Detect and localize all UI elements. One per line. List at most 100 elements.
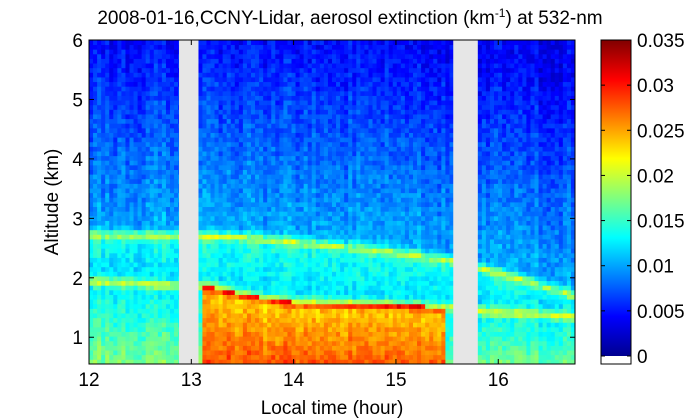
heatmap-cell xyxy=(344,257,349,263)
heatmap-cell xyxy=(89,257,94,263)
heatmap-cell xyxy=(117,63,122,69)
heatmap-cell xyxy=(271,266,276,272)
heatmap-cell xyxy=(121,313,126,319)
heatmap-cell xyxy=(283,114,288,120)
heatmap-cell xyxy=(368,243,373,249)
heatmap-cell xyxy=(251,220,256,226)
heatmap-cell xyxy=(299,132,305,138)
heatmap-cell xyxy=(157,215,163,221)
heatmap-cell xyxy=(234,299,240,305)
heatmap-cell xyxy=(307,123,313,129)
heatmap-cell xyxy=(368,183,373,189)
heatmap-cell xyxy=(137,243,143,249)
heatmap-cell xyxy=(352,350,357,356)
heatmap-cell xyxy=(157,100,163,106)
heatmap-cell xyxy=(267,262,272,268)
heatmap-cell xyxy=(222,220,228,226)
heatmap-cell xyxy=(303,257,309,263)
heatmap-cell xyxy=(125,183,130,189)
heatmap-cell xyxy=(242,257,248,263)
heatmap-cell xyxy=(226,114,232,120)
heatmap-cell xyxy=(165,155,171,161)
heatmap-cell xyxy=(226,215,232,221)
heatmap-cells xyxy=(89,40,575,364)
heatmap-cell xyxy=(206,67,211,73)
heatmap-cell xyxy=(105,313,110,319)
heatmap-cell xyxy=(360,229,365,235)
heatmap-cell xyxy=(299,289,305,295)
heatmap-cell xyxy=(259,86,264,92)
heatmap-cell xyxy=(210,53,215,59)
heatmap-cell xyxy=(315,211,321,217)
heatmap-cell xyxy=(255,229,260,235)
heatmap-cell xyxy=(327,257,333,263)
heatmap-cell xyxy=(242,90,248,96)
heatmap-cell xyxy=(109,234,114,240)
heatmap-cell xyxy=(263,354,268,360)
heatmap-cell xyxy=(246,345,252,351)
heatmap-cell xyxy=(153,350,159,356)
heatmap-cell xyxy=(348,266,353,272)
heatmap-cell xyxy=(170,67,175,73)
heatmap-cell xyxy=(319,127,325,133)
heatmap-cell xyxy=(259,243,264,249)
heatmap-cell xyxy=(275,211,280,217)
heatmap-cell xyxy=(315,151,321,157)
heatmap-cell xyxy=(157,192,163,198)
heatmap-cell xyxy=(234,197,240,203)
heatmap-cell xyxy=(275,294,280,300)
heatmap-cell xyxy=(299,336,305,342)
heatmap-cell xyxy=(109,197,114,203)
heatmap-cell xyxy=(101,90,106,96)
heatmap-cell xyxy=(210,151,215,157)
heatmap-cell xyxy=(101,354,106,360)
heatmap-cell xyxy=(287,77,292,83)
heatmap-cell xyxy=(368,211,373,217)
heatmap-cell xyxy=(218,123,224,129)
heatmap-cell xyxy=(279,234,284,240)
heatmap-cell xyxy=(311,40,317,46)
heatmap-cell xyxy=(153,63,159,69)
heatmap-cell xyxy=(246,86,252,92)
heatmap-cell xyxy=(170,322,175,328)
heatmap-cell xyxy=(218,53,224,59)
heatmap-cell xyxy=(348,178,353,184)
heatmap-cell xyxy=(311,248,317,254)
heatmap-cell xyxy=(226,151,232,157)
heatmap-cell xyxy=(145,72,151,78)
heatmap-cell xyxy=(267,206,272,212)
heatmap-cell xyxy=(109,257,114,263)
heatmap-cell xyxy=(263,95,268,101)
heatmap-cell xyxy=(125,109,130,115)
heatmap-cell xyxy=(170,63,175,69)
heatmap-cell xyxy=(251,67,256,73)
heatmap-cell xyxy=(287,271,292,277)
heatmap-cell xyxy=(214,188,219,194)
heatmap-cell xyxy=(368,174,373,180)
heatmap-cell xyxy=(267,340,272,346)
heatmap-cell xyxy=(141,299,147,305)
heatmap-cell xyxy=(295,294,300,300)
heatmap-cell xyxy=(251,174,256,180)
heatmap-cell xyxy=(198,86,203,92)
heatmap-cell xyxy=(287,285,292,291)
heatmap-cell xyxy=(356,77,361,83)
heatmap-cell xyxy=(263,49,268,55)
heatmap-cell xyxy=(246,234,252,240)
heatmap-cell xyxy=(327,132,333,138)
heatmap-cell xyxy=(275,114,280,120)
heatmap-cell xyxy=(287,303,292,309)
heatmap-cell xyxy=(364,63,369,69)
heatmap-cell xyxy=(121,174,126,180)
heatmap-cell xyxy=(376,331,381,337)
heatmap-cell xyxy=(327,271,333,277)
heatmap-cell xyxy=(93,331,98,337)
heatmap-cell xyxy=(125,248,130,254)
heatmap-cell xyxy=(226,220,232,226)
heatmap-cell xyxy=(218,160,224,166)
heatmap-cell xyxy=(165,350,171,356)
heatmap-cell xyxy=(125,53,130,59)
heatmap-cell xyxy=(255,174,260,180)
heatmap-cell xyxy=(336,146,341,152)
heatmap-cell xyxy=(303,146,309,152)
